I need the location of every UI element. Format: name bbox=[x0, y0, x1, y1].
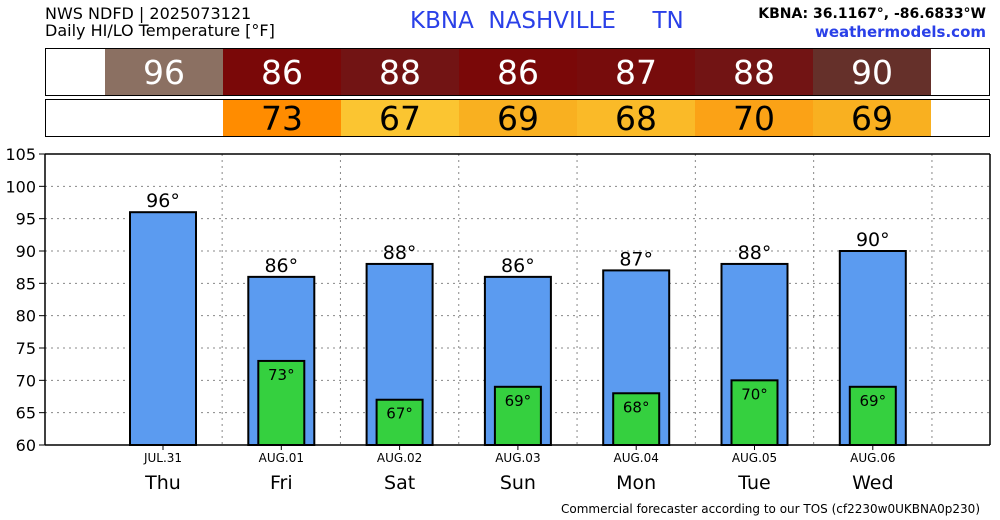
y-tick-label: 85 bbox=[16, 274, 36, 293]
high-temp-cell-6: 90 bbox=[813, 49, 931, 95]
date-label: JUL.31 bbox=[143, 451, 182, 465]
low-temp-cell-4: 68 bbox=[577, 99, 695, 138]
y-tick-label: 90 bbox=[16, 242, 36, 261]
high-bar bbox=[129, 211, 197, 446]
date-label: AUG.04 bbox=[614, 451, 659, 465]
y-tick-label: 75 bbox=[16, 339, 36, 358]
day-label: Mon bbox=[616, 472, 656, 494]
low-temp-cell-3: 69 bbox=[459, 99, 577, 138]
site-link[interactable]: weathermodels.com bbox=[814, 23, 986, 41]
high-bar-label: 96° bbox=[146, 190, 180, 212]
low-bar bbox=[730, 379, 779, 446]
low-bar-label: 68° bbox=[623, 398, 650, 416]
high-bar-label: 88° bbox=[383, 242, 417, 264]
y-tick-label: 70 bbox=[16, 371, 36, 390]
high-temp-cell-1: 86 bbox=[223, 49, 341, 95]
date-label: AUG.03 bbox=[495, 451, 540, 465]
y-tick-label: 95 bbox=[16, 210, 36, 229]
low-bar bbox=[493, 385, 542, 447]
day-label: Thu bbox=[144, 472, 181, 494]
y-tick-label: 80 bbox=[16, 307, 36, 326]
date-label: AUG.05 bbox=[732, 451, 777, 465]
day-label: Sun bbox=[500, 472, 536, 494]
low-bar-label: 67° bbox=[386, 405, 413, 423]
low-bar bbox=[257, 359, 306, 446]
low-bar-label: 70° bbox=[741, 385, 768, 403]
high-bar-label: 86° bbox=[264, 255, 298, 277]
high-temp-cell-2: 88 bbox=[341, 49, 459, 95]
high-bar-label: 86° bbox=[501, 255, 535, 277]
product-title: NWS NDFD | 2025073121 bbox=[45, 4, 252, 23]
y-tick-label: 65 bbox=[16, 404, 36, 423]
low-temp-cell-5: 70 bbox=[695, 99, 813, 138]
high-temp-cell-0: 96 bbox=[105, 49, 223, 95]
high-temp-cell-4: 87 bbox=[577, 49, 695, 95]
low-temp-cell-2: 67 bbox=[341, 99, 459, 138]
y-tick-label: 100 bbox=[5, 177, 36, 196]
low-bar-label: 69° bbox=[505, 392, 532, 410]
y-tick-label: 60 bbox=[16, 436, 36, 455]
day-label: Fri bbox=[270, 472, 293, 494]
low-bar-label: 69° bbox=[860, 392, 887, 410]
high-bar-label: 90° bbox=[856, 229, 890, 251]
high-temp-cell-5: 88 bbox=[695, 49, 813, 95]
low-temp-cell-1: 73 bbox=[223, 99, 341, 138]
day-label: Tue bbox=[737, 472, 770, 494]
temperature-bar-chart: 60 65 70 75 80 85 90 95 100 105 96° JUL.31 Thu 86° 73°… bbox=[5, 145, 991, 494]
station-name: KBNA NASHVILLE TN bbox=[410, 8, 684, 34]
low-temp-cell-0 bbox=[105, 100, 223, 136]
high-bar-label: 88° bbox=[738, 242, 772, 264]
date-label: AUG.02 bbox=[377, 451, 422, 465]
high-temp-strip: 96 86 88 86 87 88 90 bbox=[45, 48, 990, 96]
low-bar-label: 73° bbox=[268, 366, 295, 384]
high-temp-cell-3: 86 bbox=[459, 49, 577, 95]
day-label: Sat bbox=[384, 472, 415, 494]
low-temp-strip: 73 67 69 68 70 69 bbox=[45, 99, 990, 138]
low-temp-cell-6: 69 bbox=[813, 99, 931, 138]
variable-title: Daily HI/LO Temperature [°F] bbox=[45, 21, 275, 40]
station-coords: KBNA: 36.1167°, -86.6833°W bbox=[758, 6, 986, 22]
date-label: AUG.06 bbox=[850, 451, 895, 465]
high-bar-label: 87° bbox=[619, 248, 653, 270]
footer-note: Commercial forecaster according to our T… bbox=[560, 502, 980, 516]
day-label: Wed bbox=[852, 472, 893, 494]
date-label: AUG.01 bbox=[259, 451, 304, 465]
y-tick-label: 105 bbox=[5, 145, 36, 164]
